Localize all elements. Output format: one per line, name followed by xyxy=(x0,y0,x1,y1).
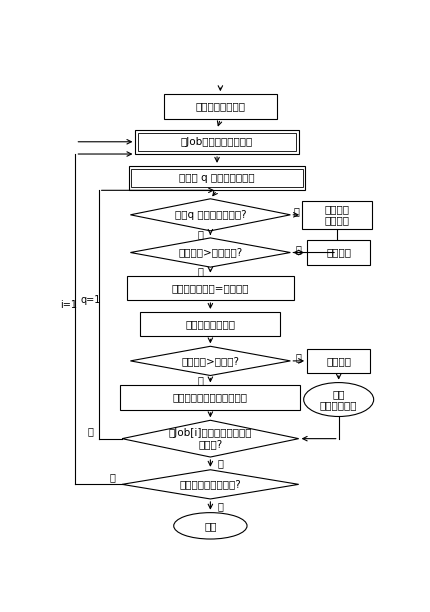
FancyBboxPatch shape xyxy=(302,201,372,229)
Text: 完成时间>死限期?: 完成时间>死限期? xyxy=(181,356,240,366)
Text: 退出
重新划分微网: 退出 重新划分微网 xyxy=(320,389,357,410)
Text: i=1: i=1 xyxy=(60,300,77,310)
Text: 是: 是 xyxy=(296,352,301,362)
FancyBboxPatch shape xyxy=(164,94,277,119)
Ellipse shape xyxy=(174,513,247,539)
FancyBboxPatch shape xyxy=(307,241,370,265)
Text: 所有作业都调度完了?: 所有作业都调度完了? xyxy=(179,479,241,490)
Text: 是: 是 xyxy=(296,244,301,254)
Text: 超时处理: 超时处理 xyxy=(326,247,351,258)
FancyBboxPatch shape xyxy=(307,349,370,373)
FancyBboxPatch shape xyxy=(140,312,280,337)
FancyBboxPatch shape xyxy=(135,130,299,154)
Text: 在Job[i]中的所有任务都被
度完了?: 在Job[i]中的所有任务都被 度完了? xyxy=(169,428,252,449)
FancyBboxPatch shape xyxy=(129,166,305,190)
Text: 是: 是 xyxy=(218,501,223,511)
Ellipse shape xyxy=(304,382,374,417)
Text: 成功: 成功 xyxy=(204,521,217,531)
Text: 强制设置完成时间为死限期: 强制设置完成时间为死限期 xyxy=(173,393,248,403)
Text: 否: 否 xyxy=(197,266,203,277)
Text: 否: 否 xyxy=(87,427,93,436)
Polygon shape xyxy=(130,199,290,231)
Text: 否: 否 xyxy=(197,230,203,239)
Text: 为任务 q 设置调度时间表: 为任务 q 设置调度时间表 xyxy=(179,173,255,183)
Text: q=1: q=1 xyxy=(80,296,101,305)
Polygon shape xyxy=(130,238,290,267)
Polygon shape xyxy=(122,470,299,499)
Text: 按作业优先级排序: 按作业优先级排序 xyxy=(195,102,246,111)
FancyBboxPatch shape xyxy=(131,169,303,187)
FancyBboxPatch shape xyxy=(127,275,294,300)
Text: 设置：开始时间=释放时间: 设置：开始时间=释放时间 xyxy=(172,283,249,293)
Text: 是: 是 xyxy=(293,206,299,216)
Text: 任务q 是否是调活任务?: 任务q 是否是调活任务? xyxy=(175,210,246,220)
Text: 计算任务完成时间: 计算任务完成时间 xyxy=(185,319,235,329)
Text: 调度失败: 调度失败 xyxy=(326,356,351,366)
FancyBboxPatch shape xyxy=(120,386,300,410)
Text: 当前时间>释放时间?: 当前时间>释放时间? xyxy=(178,247,243,258)
Text: 否: 否 xyxy=(109,472,115,482)
FancyBboxPatch shape xyxy=(138,133,296,151)
Polygon shape xyxy=(130,346,290,376)
Text: 对Job队中任务排序排度: 对Job队中任务排序排度 xyxy=(181,136,253,147)
Polygon shape xyxy=(122,420,299,457)
Text: 否: 否 xyxy=(197,375,203,386)
Text: 进行主线
调度处理: 进行主线 调度处理 xyxy=(325,204,350,226)
Text: 是: 是 xyxy=(218,458,223,468)
